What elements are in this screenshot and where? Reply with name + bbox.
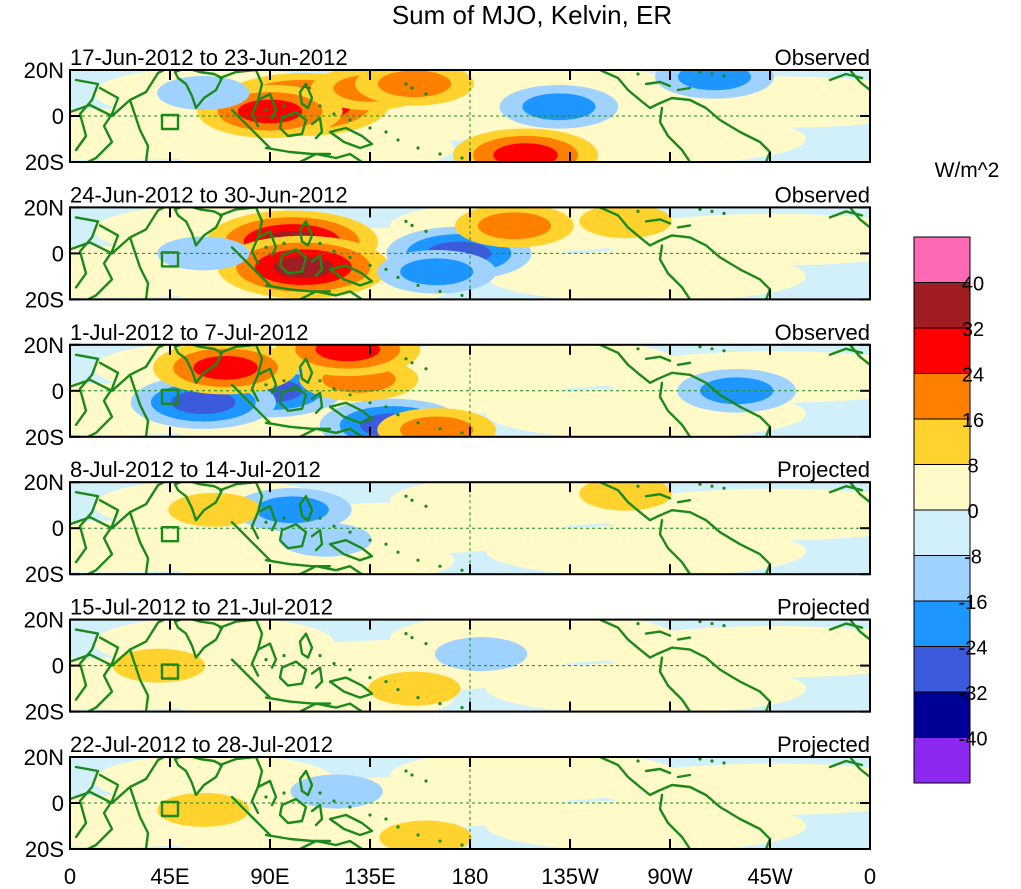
panel-status: Projected bbox=[777, 595, 870, 620]
lat-tick-label: 20N bbox=[24, 608, 64, 633]
lat-tick-label: 20N bbox=[24, 195, 64, 220]
colorbar-tick-label: -24 bbox=[959, 638, 988, 660]
lon-tick-label: 90E bbox=[250, 864, 289, 889]
lat-tick-label: 20N bbox=[24, 745, 64, 770]
panel-status: Observed bbox=[775, 182, 870, 207]
lat-tick-label: 0 bbox=[52, 104, 64, 129]
colorbar-swatch bbox=[913, 737, 971, 784]
panel-status: Projected bbox=[777, 457, 870, 482]
lon-tick-label: 90W bbox=[647, 864, 692, 889]
lat-tick-label: 20S bbox=[25, 837, 64, 862]
lat-tick-label: 20S bbox=[25, 150, 64, 175]
negative-anomaly-contour bbox=[171, 390, 236, 415]
lon-tick-label: 180 bbox=[452, 864, 489, 889]
negative-anomaly-contour bbox=[400, 258, 474, 286]
panel-period: 17-Jun-2012 to 23-Jun-2012 bbox=[70, 45, 348, 70]
lat-tick-label: 20S bbox=[25, 425, 64, 450]
positive-anomaly-contour bbox=[579, 482, 672, 511]
colorbar-tick-label: 32 bbox=[962, 319, 984, 341]
colorbar-swatch bbox=[913, 327, 971, 374]
negative-anomaly-contour bbox=[677, 70, 751, 91]
lat-tick-label: 0 bbox=[52, 654, 64, 679]
lon-tick-label: 0 bbox=[64, 864, 76, 889]
positive-anomaly-contour bbox=[368, 671, 461, 706]
negative-anomaly-contour bbox=[279, 522, 372, 557]
positive-anomaly-contour bbox=[493, 143, 558, 162]
positive-anomaly-contour bbox=[579, 207, 672, 239]
panel-status: Observed bbox=[775, 320, 870, 345]
negative-anomaly-contour bbox=[522, 93, 596, 121]
lat-tick-label: 20N bbox=[24, 333, 64, 358]
lat-tick-label: 0 bbox=[52, 791, 64, 816]
panel-status: Observed bbox=[775, 45, 870, 70]
negative-anomaly-contour bbox=[290, 774, 383, 809]
colorbar-tick-label: -8 bbox=[964, 547, 982, 569]
positive-anomaly-contour bbox=[112, 648, 206, 683]
colorbar-swatch bbox=[913, 464, 971, 511]
colorbar: W/m^2 40 32 24 16 8 0 -8 -16 -24 -32 -40 bbox=[913, 159, 1000, 784]
map-panel-1: 17-Jun-2012 to 23-Jun-2012 Observed 20N 0 20… bbox=[24, 45, 871, 175]
lat-tick-label: 20S bbox=[25, 287, 64, 312]
colorbar-tick-label: -40 bbox=[959, 729, 988, 751]
panel-period: 1-Jul-2012 to 7-Jul-2012 bbox=[70, 320, 308, 345]
lat-tick-label: 0 bbox=[52, 379, 64, 404]
lat-tick-label: 0 bbox=[52, 241, 64, 266]
lat-tick-label: 20S bbox=[25, 562, 64, 587]
map-panel-4: 8-Jul-2012 to 14-Jul-2012 Projected 20N 0 20… bbox=[24, 457, 871, 587]
map-panel-3: 1-Jul-2012 to 7-Jul-2012 Observed 20N 0 20S bbox=[24, 320, 871, 450]
colorbar-units: W/m^2 bbox=[935, 159, 1000, 182]
panel-status: Projected bbox=[777, 732, 870, 757]
colorbar-swatch bbox=[913, 418, 971, 465]
map-panel-2: 24-Jun-2012 to 30-Jun-2012 Observed 20N 0 20… bbox=[24, 182, 871, 312]
colorbar-swatch bbox=[913, 555, 971, 602]
lon-tick-label: 0 bbox=[864, 864, 876, 889]
lon-tick-label: 45W bbox=[747, 864, 792, 889]
lon-tick-label: 135W bbox=[541, 864, 599, 889]
longitude-axis: 0 45E 90E 135E 180 135W 90W 45W 0 bbox=[64, 864, 876, 889]
colorbar-swatch bbox=[913, 236, 971, 283]
positive-anomaly-contour bbox=[193, 355, 258, 380]
lat-tick-label: 20S bbox=[25, 700, 64, 725]
positive-anomaly-contour bbox=[157, 792, 250, 827]
colorbar-swatch bbox=[913, 509, 971, 556]
colorbar-tick-label: 16 bbox=[962, 410, 984, 432]
lon-tick-label: 45E bbox=[150, 864, 189, 889]
weak-positive-region bbox=[598, 626, 870, 678]
panel-period: 22-Jul-2012 to 28-Jul-2012 bbox=[70, 732, 333, 757]
negative-anomaly-contour bbox=[157, 76, 250, 110]
colorbar-tick-label: 0 bbox=[967, 501, 978, 523]
lat-tick-label: 0 bbox=[52, 516, 64, 541]
panel-period: 24-Jun-2012 to 30-Jun-2012 bbox=[70, 182, 348, 207]
positive-anomaly-contour bbox=[237, 99, 303, 124]
positive-anomaly-contour bbox=[477, 212, 551, 240]
negative-anomaly-contour bbox=[255, 496, 329, 524]
map-panel-5: 15-Jul-2012 to 21-Jul-2012 Projected 20N 0 2… bbox=[24, 595, 871, 725]
panel-period: 15-Jul-2012 to 21-Jul-2012 bbox=[70, 595, 333, 620]
colorbar-tick-label: 8 bbox=[967, 456, 978, 478]
positive-anomaly-contour bbox=[379, 820, 472, 849]
colorbar-tick-label: -16 bbox=[959, 592, 988, 614]
weak-positive-region bbox=[598, 763, 870, 815]
negative-anomaly-contour bbox=[434, 637, 528, 672]
colorbar-tick-label: 40 bbox=[962, 274, 984, 296]
positive-anomaly-contour bbox=[377, 70, 451, 98]
positive-anomaly-contour bbox=[168, 492, 261, 527]
panel-period: 8-Jul-2012 to 14-Jul-2012 bbox=[70, 457, 321, 482]
map-panels: 17-Jun-2012 to 23-Jun-2012 Observed 20N 0 20… bbox=[24, 45, 871, 862]
positive-anomaly-contour bbox=[400, 416, 474, 437]
figure-title: Sum of MJO, Kelvin, ER bbox=[392, 0, 672, 30]
colorbar-swatch bbox=[913, 691, 971, 738]
map-panel-6: 22-Jul-2012 to 28-Jul-2012 Projected 20N 0 2… bbox=[24, 732, 871, 862]
lat-tick-label: 20N bbox=[24, 470, 64, 495]
colorbar-tick-label: 24 bbox=[962, 365, 984, 387]
lat-tick-label: 20N bbox=[24, 58, 64, 83]
colorbar-tick-label: -32 bbox=[959, 683, 988, 705]
positive-anomaly-contour bbox=[315, 344, 381, 362]
lon-tick-label: 135E bbox=[344, 864, 395, 889]
